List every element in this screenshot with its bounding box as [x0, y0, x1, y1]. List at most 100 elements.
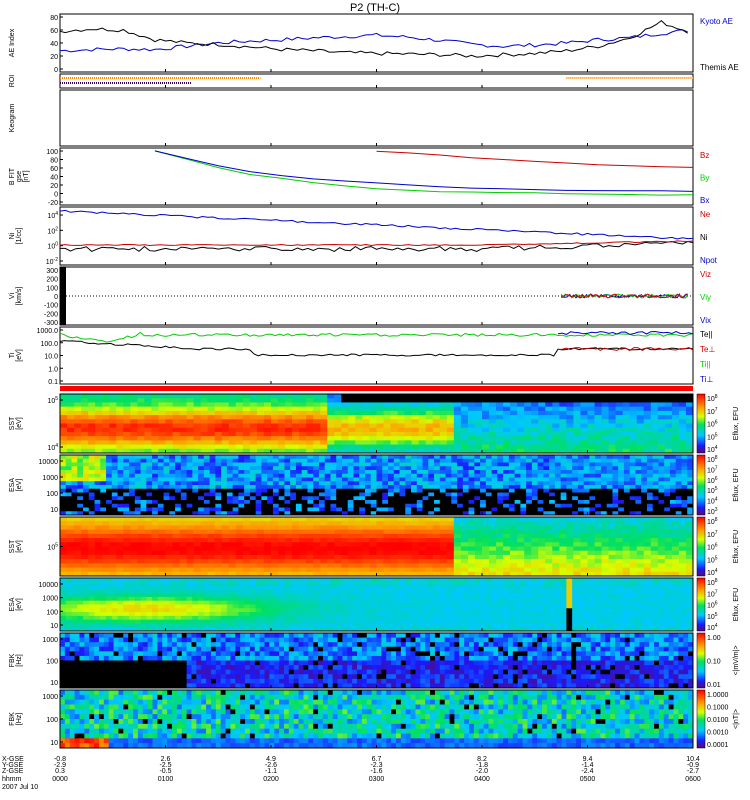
colorbar-tick-label: 106 — [707, 420, 718, 429]
heatmap-cell — [88, 440, 96, 446]
heatmap-cell — [348, 440, 356, 446]
heatmap-cell — [517, 521, 525, 526]
heatmap-cell — [439, 427, 448, 433]
heatmap-cell — [664, 462, 671, 467]
heatmap-cell — [629, 440, 638, 446]
heatmap-cell — [215, 503, 222, 508]
heatmap-cell — [249, 466, 257, 471]
heatmap-cell — [545, 554, 553, 560]
heatmap-cell — [215, 589, 222, 594]
heatmap-cell — [503, 477, 510, 482]
heatmap-cell — [238, 612, 245, 617]
heatmap-cell — [369, 436, 377, 441]
heatmap-cell — [123, 619, 130, 624]
heatmap-cell — [83, 619, 90, 624]
heatmap-cell — [249, 458, 257, 463]
heatmap-cell — [158, 431, 166, 437]
heatmap-cell — [657, 448, 666, 454]
heatmap-cell — [369, 398, 377, 403]
heatmap-cell — [242, 571, 251, 577]
heatmap-cell — [232, 507, 239, 512]
heatmap-cell — [362, 567, 370, 573]
heatmap-cell — [629, 415, 638, 420]
heatmap-cell — [221, 604, 228, 609]
heatmap-cell — [434, 488, 441, 493]
heatmap-cell — [348, 533, 356, 539]
heatmap-cell — [566, 410, 574, 416]
heatmap-cell — [432, 440, 441, 446]
heatmap-cell — [622, 398, 631, 403]
heatmap-cell — [405, 488, 412, 493]
heatmap-cell — [137, 546, 145, 552]
heatmap-cell — [152, 492, 159, 497]
heatmap-cell — [207, 529, 216, 535]
heatmap-cell — [129, 615, 136, 621]
heatmap-cell — [457, 511, 464, 516]
heatmap-cell — [432, 436, 441, 441]
heatmap-cell — [71, 462, 78, 467]
heatmap-cell — [129, 496, 136, 501]
heatmap-cell — [671, 427, 680, 433]
heatmap-cell — [137, 542, 145, 547]
heatmap-cell — [169, 623, 176, 628]
heatmap-cell — [169, 488, 176, 493]
heatmap-cell — [334, 559, 342, 564]
heatmap-cell — [137, 529, 145, 535]
heatmap-cell — [146, 578, 153, 583]
heatmap-cell — [313, 529, 321, 535]
heatmap-cell — [203, 492, 211, 497]
heatmap-cell — [180, 511, 188, 516]
heatmap-cell — [612, 455, 619, 460]
heatmap-cell — [130, 538, 138, 543]
heatmap-cell — [146, 481, 153, 486]
colorbar-tick-label: 104 — [707, 568, 718, 577]
heatmap-cell — [485, 511, 493, 516]
heatmap-cell — [320, 419, 328, 424]
heatmap-cell — [306, 410, 314, 416]
heatmap-cell — [496, 571, 504, 577]
heatmap-cell — [514, 466, 521, 471]
heatmap-cell — [221, 431, 230, 437]
heatmap-cell — [235, 525, 244, 531]
heatmap-cell — [615, 398, 624, 403]
heatmap-cell — [445, 496, 452, 501]
heatmap-cell — [256, 571, 265, 577]
heatmap-cell — [629, 554, 638, 560]
heatmap-cell — [341, 511, 349, 516]
heatmap-cell — [77, 589, 84, 594]
heatmap-cell — [537, 462, 544, 467]
heatmap-cell — [65, 488, 72, 493]
heatmap-cell — [192, 593, 199, 598]
heatmap-cell — [203, 496, 211, 501]
heatmap-cell — [232, 485, 239, 490]
heatmap-cell — [278, 488, 285, 493]
heatmap-cell — [474, 496, 481, 501]
heatmap-cell — [209, 503, 216, 508]
heatmap-cell — [94, 612, 101, 617]
heatmap-cell — [629, 529, 638, 535]
heatmap-cell — [255, 477, 262, 482]
heatmap-cell — [111, 593, 119, 598]
heatmap-cell — [595, 488, 602, 493]
heatmap-cell — [88, 585, 96, 590]
heatmap-cell — [249, 600, 257, 605]
heatmap-cell — [353, 492, 360, 497]
heatmap-cell — [235, 394, 244, 399]
heatmap-cell — [573, 415, 581, 420]
heatmap-cell — [313, 427, 321, 433]
heatmap-cell — [88, 546, 96, 552]
colorbar-tick-label: 107 — [707, 407, 718, 416]
heatmap-cell — [88, 398, 96, 403]
heatmap-cell — [238, 500, 245, 505]
heatmap-cell — [370, 466, 377, 471]
heatmap-cell — [81, 427, 89, 433]
heatmap-cell — [404, 394, 413, 399]
heatmap-cell — [399, 473, 406, 478]
heatmap-cell — [83, 623, 90, 628]
y-tick-label: 105 — [47, 543, 58, 552]
heatmap-cell — [595, 485, 602, 490]
heatmap-cell — [306, 563, 314, 569]
heatmap-cell — [608, 550, 617, 556]
heatmap-cell — [520, 503, 527, 508]
heatmap-cell — [330, 458, 337, 463]
